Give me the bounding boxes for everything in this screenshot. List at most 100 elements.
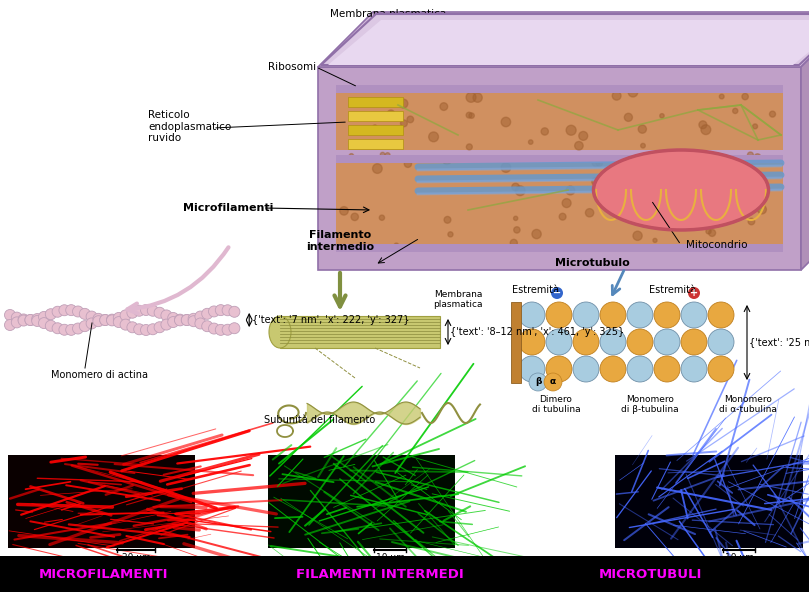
Text: Microfilamenti: Microfilamenti bbox=[183, 203, 273, 213]
Circle shape bbox=[25, 314, 36, 326]
Polygon shape bbox=[328, 20, 809, 65]
Circle shape bbox=[528, 140, 533, 144]
Circle shape bbox=[379, 215, 384, 220]
Circle shape bbox=[39, 317, 49, 329]
Circle shape bbox=[93, 316, 104, 327]
Polygon shape bbox=[336, 85, 783, 93]
Text: Mitocondrio: Mitocondrio bbox=[686, 240, 748, 250]
Circle shape bbox=[351, 213, 358, 221]
Polygon shape bbox=[336, 244, 783, 252]
Circle shape bbox=[229, 306, 240, 317]
Circle shape bbox=[18, 314, 29, 325]
Circle shape bbox=[215, 324, 227, 336]
Circle shape bbox=[100, 314, 111, 326]
Circle shape bbox=[627, 302, 653, 328]
Text: 10 μm: 10 μm bbox=[725, 553, 753, 562]
Circle shape bbox=[681, 356, 707, 382]
Polygon shape bbox=[336, 85, 783, 150]
Circle shape bbox=[181, 314, 193, 326]
Circle shape bbox=[654, 302, 680, 328]
Polygon shape bbox=[348, 97, 403, 107]
Circle shape bbox=[195, 311, 206, 322]
Circle shape bbox=[100, 314, 111, 326]
Circle shape bbox=[394, 243, 399, 247]
Circle shape bbox=[79, 308, 91, 319]
Circle shape bbox=[32, 316, 43, 326]
Text: 10 μm: 10 μm bbox=[375, 553, 404, 562]
Circle shape bbox=[745, 173, 749, 177]
Circle shape bbox=[742, 94, 748, 100]
Circle shape bbox=[66, 305, 77, 316]
Text: Membrana plasmatica: Membrana plasmatica bbox=[330, 9, 446, 19]
Circle shape bbox=[222, 305, 233, 316]
Circle shape bbox=[591, 178, 599, 186]
Circle shape bbox=[719, 94, 724, 99]
Circle shape bbox=[708, 190, 715, 197]
Bar bbox=[280, 316, 440, 348]
Circle shape bbox=[675, 208, 682, 215]
Circle shape bbox=[628, 88, 637, 97]
Text: Microtubulo: Microtubulo bbox=[555, 258, 629, 268]
Circle shape bbox=[201, 308, 213, 319]
Circle shape bbox=[209, 323, 219, 334]
Circle shape bbox=[650, 200, 655, 205]
Circle shape bbox=[612, 91, 621, 100]
Circle shape bbox=[546, 329, 572, 355]
Circle shape bbox=[573, 302, 599, 328]
Circle shape bbox=[566, 126, 576, 135]
Circle shape bbox=[380, 152, 385, 157]
Circle shape bbox=[147, 324, 159, 334]
Circle shape bbox=[519, 302, 545, 328]
Polygon shape bbox=[318, 67, 801, 270]
Circle shape bbox=[544, 373, 562, 391]
Circle shape bbox=[209, 306, 219, 317]
Circle shape bbox=[620, 207, 629, 215]
Text: β: β bbox=[535, 378, 541, 387]
Circle shape bbox=[501, 117, 510, 127]
Circle shape bbox=[161, 310, 172, 321]
Circle shape bbox=[701, 125, 711, 134]
Text: MICROFILAMENTI: MICROFILAMENTI bbox=[40, 568, 169, 581]
Text: Monomero di actina: Monomero di actina bbox=[52, 370, 149, 380]
Circle shape bbox=[708, 155, 714, 162]
Circle shape bbox=[201, 321, 213, 332]
Circle shape bbox=[469, 113, 474, 118]
Circle shape bbox=[45, 308, 57, 320]
Circle shape bbox=[86, 311, 97, 322]
Circle shape bbox=[161, 319, 172, 330]
Circle shape bbox=[733, 108, 738, 114]
Circle shape bbox=[373, 125, 377, 129]
Text: Estremità: Estremità bbox=[512, 285, 559, 295]
Circle shape bbox=[113, 313, 125, 323]
Text: Ribosomi: Ribosomi bbox=[268, 62, 316, 72]
Circle shape bbox=[652, 221, 656, 226]
Circle shape bbox=[708, 329, 734, 355]
Circle shape bbox=[399, 99, 408, 108]
Circle shape bbox=[606, 198, 610, 202]
Circle shape bbox=[5, 310, 15, 320]
Circle shape bbox=[748, 218, 755, 225]
Circle shape bbox=[731, 174, 736, 179]
Circle shape bbox=[215, 305, 227, 316]
Circle shape bbox=[79, 321, 91, 332]
Circle shape bbox=[578, 131, 587, 140]
Circle shape bbox=[443, 156, 451, 165]
Ellipse shape bbox=[269, 316, 291, 348]
Circle shape bbox=[188, 316, 199, 327]
Circle shape bbox=[133, 324, 145, 334]
Circle shape bbox=[654, 329, 680, 355]
Circle shape bbox=[573, 356, 599, 382]
Circle shape bbox=[541, 128, 549, 135]
Text: {'text': '8–12 nm', 'x': 461, 'y': 325}: {'text': '8–12 nm', 'x': 461, 'y': 325} bbox=[450, 327, 625, 337]
Text: Subunità del filamento: Subunità del filamento bbox=[265, 415, 375, 425]
Circle shape bbox=[514, 216, 518, 220]
Circle shape bbox=[5, 320, 15, 330]
Circle shape bbox=[167, 317, 179, 327]
Circle shape bbox=[25, 314, 36, 326]
Circle shape bbox=[175, 315, 185, 326]
Circle shape bbox=[181, 314, 193, 326]
Circle shape bbox=[688, 287, 700, 299]
Circle shape bbox=[748, 152, 753, 158]
Circle shape bbox=[154, 321, 165, 333]
Circle shape bbox=[120, 319, 131, 330]
